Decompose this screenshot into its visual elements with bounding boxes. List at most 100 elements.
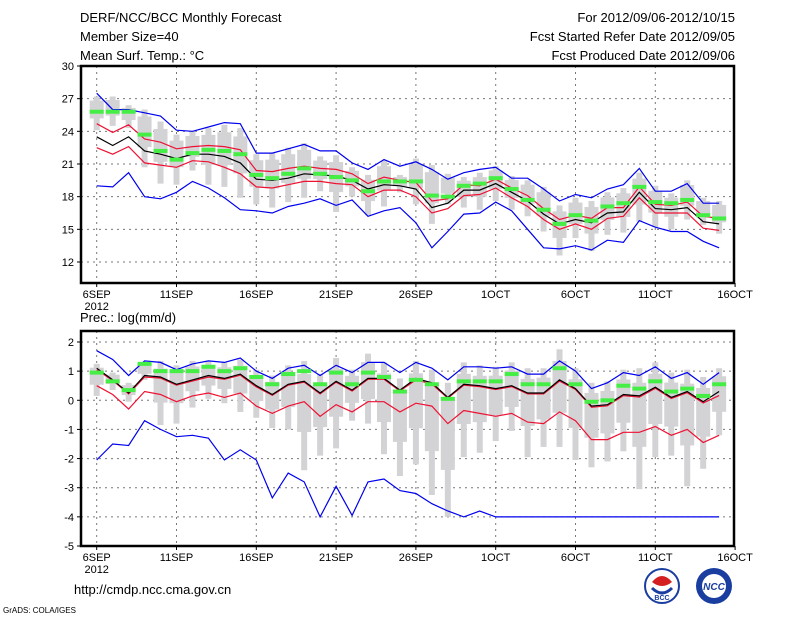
observed-marker	[568, 382, 583, 387]
observed-marker	[233, 366, 248, 371]
box	[313, 160, 328, 180]
box	[249, 375, 264, 401]
box	[392, 390, 407, 442]
plot-frame	[79, 329, 736, 548]
box	[137, 116, 152, 148]
observed-marker	[265, 176, 280, 181]
x-tick-label: 21SEP	[319, 552, 353, 564]
x-year-label: 2012	[84, 564, 108, 576]
observed-marker	[568, 213, 583, 218]
x-year-label: 2012	[84, 301, 108, 313]
observed-marker	[185, 369, 200, 374]
observed-marker	[345, 382, 360, 387]
x-tick-label: 16SEP	[239, 289, 273, 301]
box	[361, 362, 376, 400]
box	[424, 384, 439, 452]
observed-marker	[408, 179, 423, 184]
box	[488, 375, 503, 416]
box	[137, 364, 152, 374]
observed-marker	[169, 369, 184, 374]
box	[376, 373, 391, 423]
observed-marker	[233, 152, 248, 157]
x-tick-label: 11OCT	[638, 289, 673, 301]
observed-marker	[153, 148, 168, 153]
observed-marker	[392, 179, 407, 184]
box	[568, 379, 583, 428]
box	[281, 373, 296, 407]
y-tick-label: -3	[64, 483, 74, 495]
observed-marker	[297, 166, 312, 171]
box	[696, 201, 711, 216]
observed-marker	[281, 171, 296, 176]
produced-date: Fcst Produced Date 2012/09/06	[551, 48, 735, 63]
y-tick-label: 27	[62, 94, 74, 106]
observed-marker	[201, 147, 216, 152]
y-tick-label: 15	[62, 224, 74, 236]
start-date: Fcst Started Refer Date 2012/09/05	[530, 29, 735, 44]
observed-marker	[329, 175, 344, 180]
observed-marker	[600, 398, 615, 403]
y-tick-label: -4	[64, 512, 74, 524]
observed-marker	[456, 183, 471, 188]
observed-marker	[313, 382, 328, 387]
bcc-logo-text: BCC	[654, 595, 669, 602]
box	[89, 100, 104, 119]
x-tick-label: 11SEP	[160, 289, 193, 301]
x-tick-label: 1OCT	[481, 552, 511, 564]
box	[648, 373, 663, 424]
observed-marker	[105, 379, 120, 384]
y-tick-label: 0	[68, 395, 74, 407]
box	[472, 177, 487, 197]
observed-marker	[616, 201, 631, 206]
observed-marker	[121, 388, 136, 393]
source-url[interactable]: http://cmdp.ncc.cma.gov.cn	[74, 582, 231, 597]
y-tick-label: 21	[62, 159, 74, 171]
observed-marker	[488, 379, 503, 384]
y-tick-label: 2	[68, 337, 74, 349]
forecast-period: For 2012/09/06-2012/10/15	[577, 10, 735, 25]
observed-marker	[696, 393, 711, 398]
series-min-line	[96, 419, 720, 519]
box	[584, 392, 599, 438]
variable-label: Mean Surf. Temp.: °C	[80, 48, 204, 63]
box	[408, 373, 423, 429]
box	[664, 197, 679, 217]
series-min-line	[96, 171, 720, 251]
observed-marker	[440, 194, 455, 199]
observed-marker	[536, 382, 551, 387]
x-tick-label: 16OCT	[717, 289, 753, 301]
observed-marker	[680, 197, 695, 202]
box	[169, 372, 184, 404]
box	[664, 382, 679, 427]
observed-marker	[632, 386, 647, 391]
observed-marker	[440, 396, 455, 401]
observed-marker	[520, 197, 535, 202]
series-lower-line	[96, 385, 720, 444]
x-tick-label: 1OCT	[481, 289, 511, 301]
box	[600, 390, 615, 434]
observed-marker	[648, 200, 663, 205]
observed-marker	[105, 109, 120, 114]
observed-marker	[408, 377, 423, 382]
series-max-line	[96, 92, 720, 204]
member-size: Member Size=40	[80, 29, 179, 44]
observed-marker	[536, 207, 551, 212]
box	[265, 159, 280, 189]
observed-marker	[361, 189, 376, 194]
series-upper-line	[96, 123, 720, 221]
observed-marker	[376, 179, 391, 184]
x-tick-label: 26SEP	[399, 289, 433, 301]
box	[440, 177, 455, 194]
x-tick-label: 6SEP	[83, 289, 111, 301]
observed-marker	[185, 151, 200, 156]
temperature-panel: 12 15 18 21 24 27 30 6SEP 11SEP 16SEP 21SEP 26SEP 1O…	[62, 61, 753, 313]
observed-marker	[313, 171, 328, 176]
observed-marker	[504, 187, 519, 192]
observed-marker	[472, 181, 487, 186]
box	[153, 368, 168, 403]
observed-marker	[361, 370, 376, 375]
y-tick-label: 18	[62, 192, 74, 204]
figure-title: DERF/NCC/BCC Monthly Forecast	[80, 10, 282, 25]
series-max-line	[96, 350, 720, 390]
